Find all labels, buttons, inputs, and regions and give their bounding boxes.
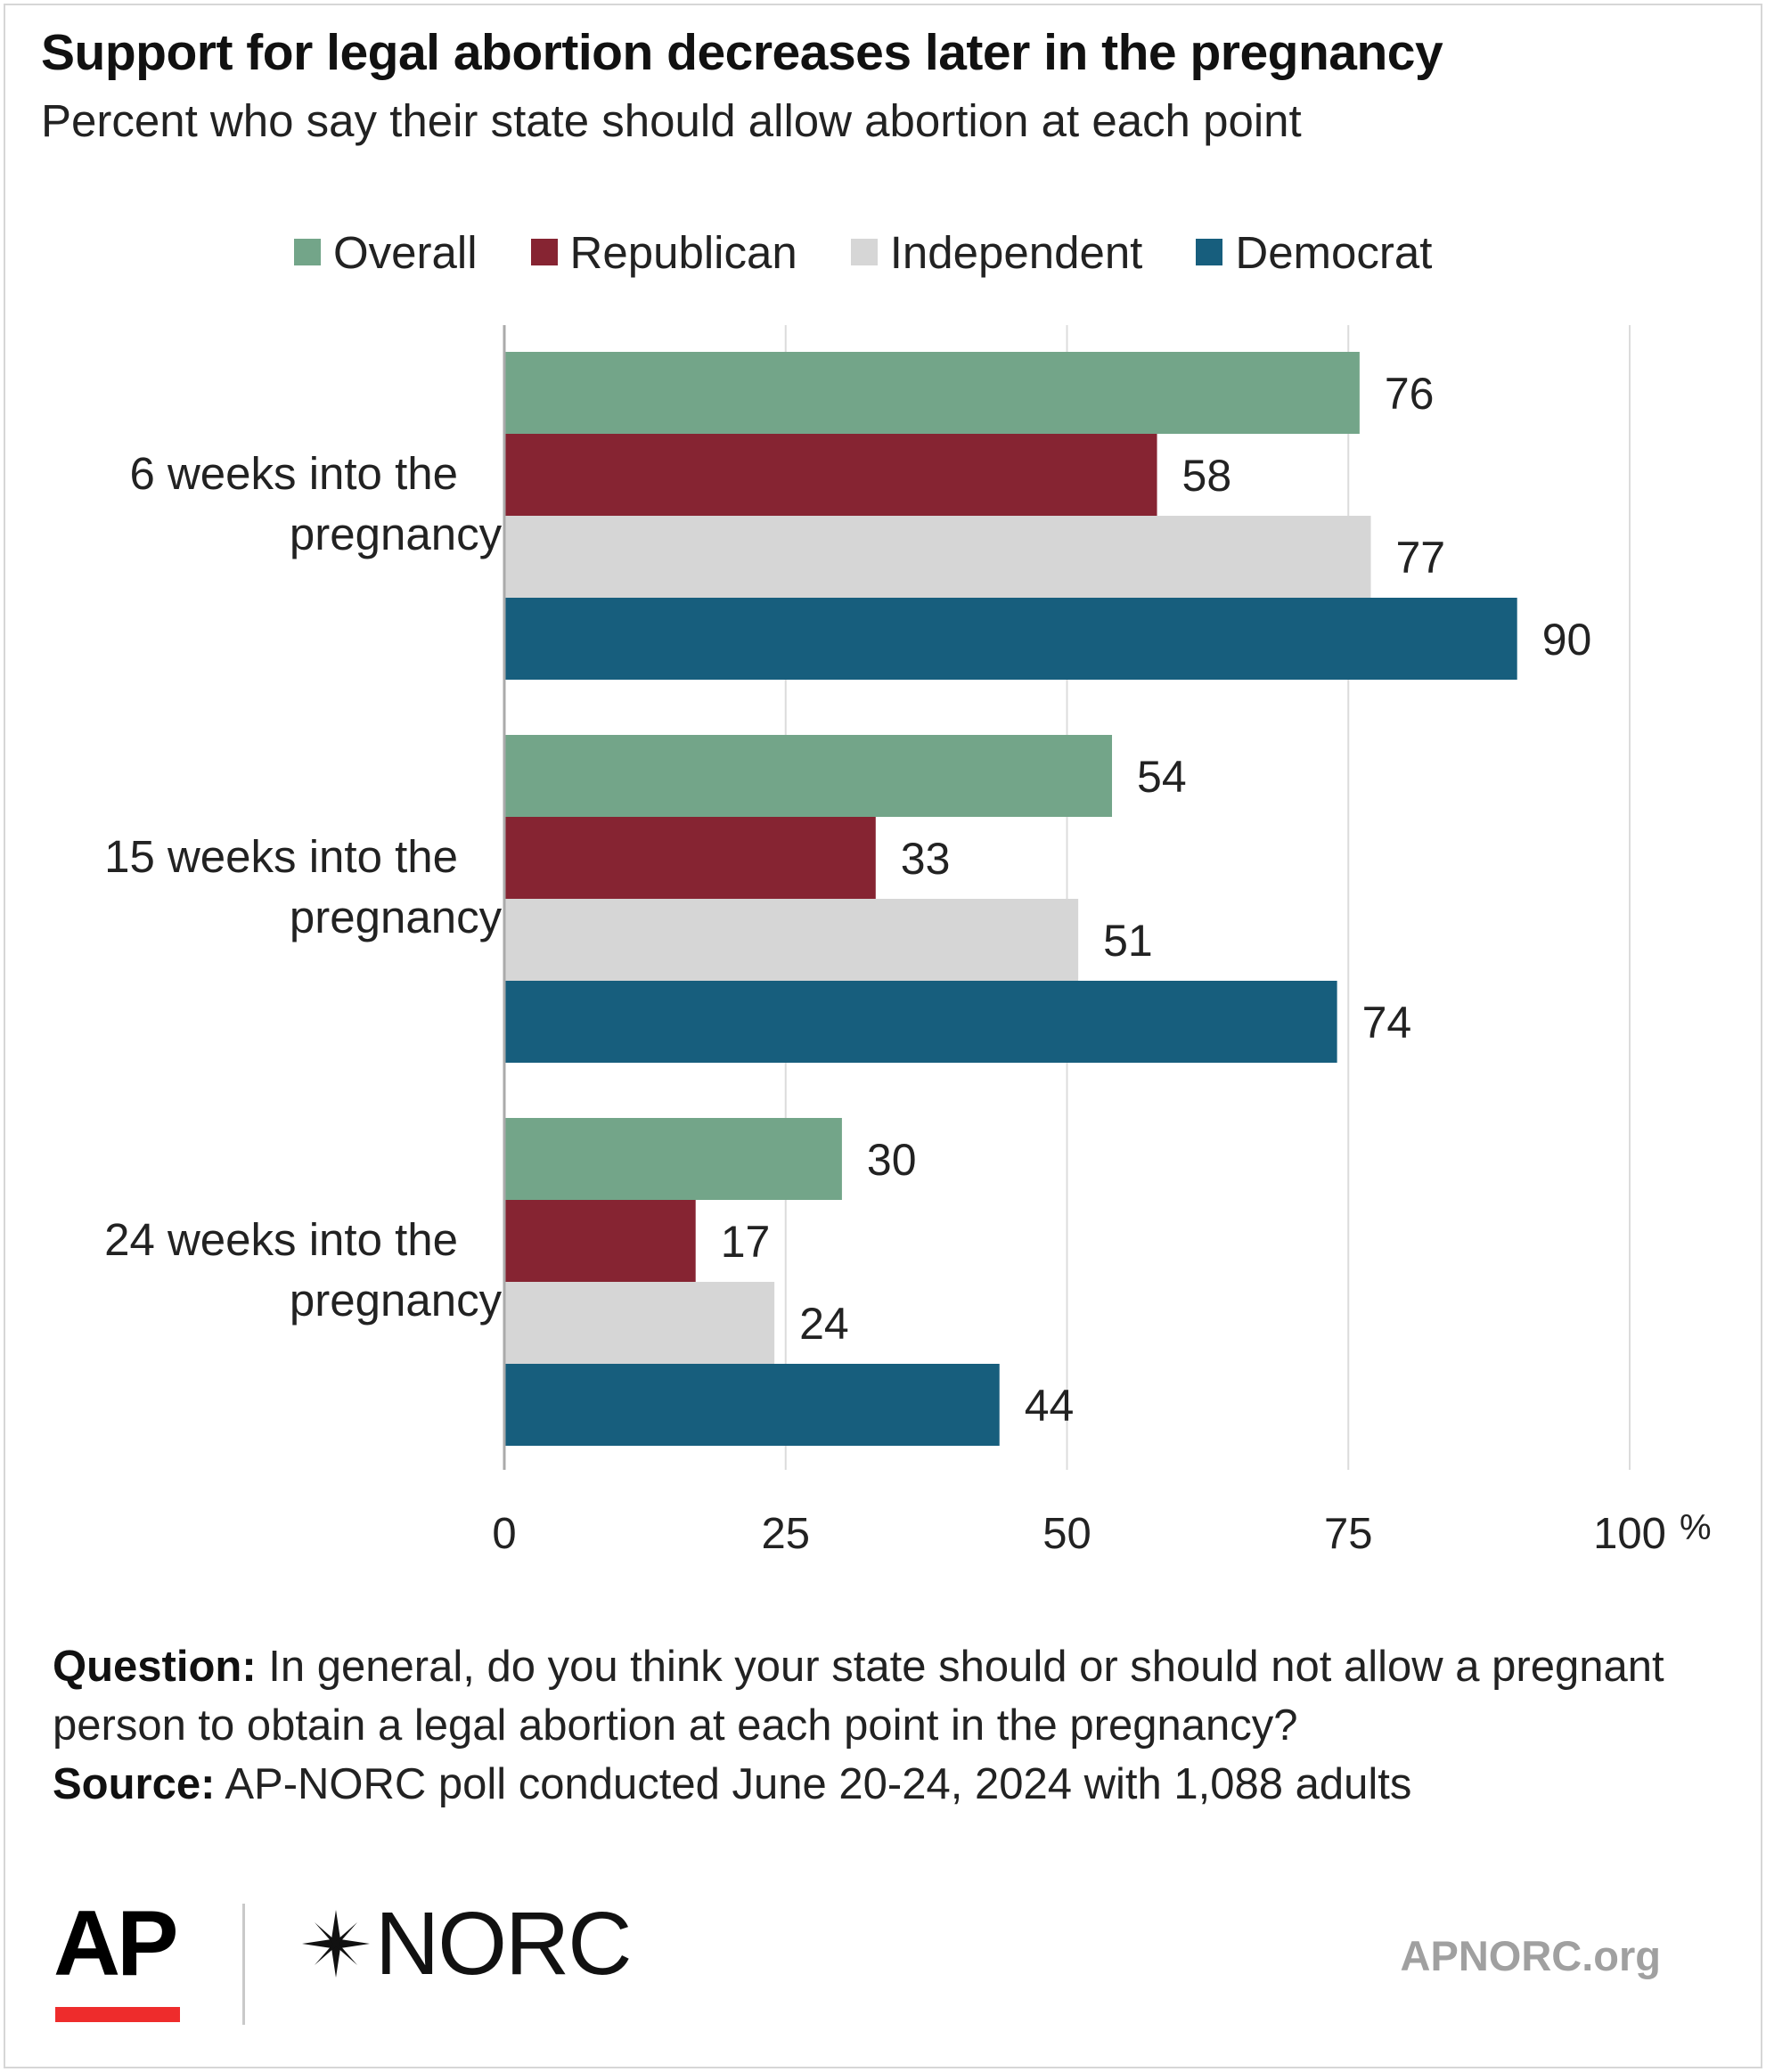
- x-unit-label: %: [1680, 1508, 1712, 1547]
- legend-item-overall: Overall: [294, 226, 478, 279]
- category-label: pregnancy: [290, 509, 503, 559]
- data-label: 76: [1385, 369, 1435, 419]
- category-label: pregnancy: [290, 892, 503, 942]
- chart-title: Support for legal abortion decreases lat…: [41, 24, 1443, 81]
- legend-item-republican: Republican: [530, 226, 797, 279]
- legend-label: Democrat: [1235, 226, 1433, 278]
- legend-label: Republican: [569, 226, 797, 278]
- bar-overall: [504, 1118, 842, 1200]
- bar-overall: [504, 352, 1360, 434]
- bar-independent: [504, 899, 1079, 981]
- x-tick-label: 25: [761, 1510, 810, 1558]
- category-label: 15 weeks into the: [104, 831, 458, 882]
- data-label: 51: [1103, 916, 1153, 966]
- source-text: AP-NORC poll conducted June 20-24, 2024 …: [215, 1760, 1412, 1808]
- x-tick-label: 75: [1324, 1510, 1373, 1558]
- data-label: 44: [1025, 1381, 1075, 1431]
- data-label: 33: [901, 834, 951, 884]
- data-label: 58: [1182, 451, 1232, 501]
- bar-democrat: [504, 1364, 1000, 1446]
- category-label: pregnancy: [290, 1275, 503, 1326]
- chart-subtitle: Percent who say their state should allow…: [41, 95, 1302, 146]
- data-label: 90: [1542, 615, 1592, 665]
- ap-logo: AP: [53, 1892, 178, 1995]
- bar-chart: 76 58 77 90 6 weeks into the pregnancy 54 33 51 7…: [104, 325, 1712, 1558]
- chart-footer: Question: In general, do you think your …: [53, 1637, 1710, 1814]
- bar-republican: [504, 817, 876, 899]
- norc-logo: NORC: [300, 1894, 632, 1994]
- bar-democrat: [504, 598, 1517, 680]
- data-label: 24: [799, 1299, 849, 1349]
- legend-swatch: [294, 239, 321, 265]
- data-label: 54: [1137, 752, 1187, 802]
- bar-democrat: [504, 981, 1337, 1063]
- data-label: 77: [1396, 533, 1446, 583]
- chart-frame: [4, 4, 1762, 2068]
- legend-item-democrat: Democrat: [1196, 226, 1432, 279]
- chart-legend: Overall Republican Independent Democrat: [294, 221, 1485, 283]
- bar-republican: [504, 1200, 696, 1282]
- data-label: 74: [1362, 998, 1412, 1048]
- bar-republican: [504, 434, 1157, 516]
- bar-overall: [504, 735, 1113, 817]
- legend-label: Independent: [889, 226, 1143, 278]
- data-label: 17: [721, 1217, 771, 1267]
- x-tick-label: 100: [1593, 1510, 1666, 1558]
- bar-independent: [504, 1282, 775, 1364]
- x-tick-label: 50: [1042, 1510, 1091, 1558]
- category-label: 24 weeks into the: [104, 1214, 458, 1265]
- site-link[interactable]: APNORC.org: [1400, 1932, 1661, 1979]
- legend-swatch: [850, 239, 878, 265]
- x-tick-label: 0: [492, 1510, 516, 1558]
- category-label: 6 weeks into the: [129, 448, 458, 499]
- legend-label: Overall: [333, 226, 478, 278]
- question-text: In general, do you think your state shou…: [53, 1643, 1664, 1750]
- question-label: Question:: [53, 1643, 257, 1691]
- star-burst-icon: [302, 1910, 370, 1978]
- bar-independent: [504, 516, 1371, 598]
- legend-item-independent: Independent: [850, 226, 1143, 279]
- data-label: 30: [867, 1135, 917, 1185]
- ap-logo-underline: [55, 2007, 180, 2022]
- legend-swatch: [530, 239, 558, 265]
- legend-swatch: [1196, 239, 1223, 265]
- source-label: Source:: [53, 1760, 216, 1808]
- norc-logo-text: NORC: [375, 1894, 632, 1994]
- logo-divider: [242, 1904, 245, 2025]
